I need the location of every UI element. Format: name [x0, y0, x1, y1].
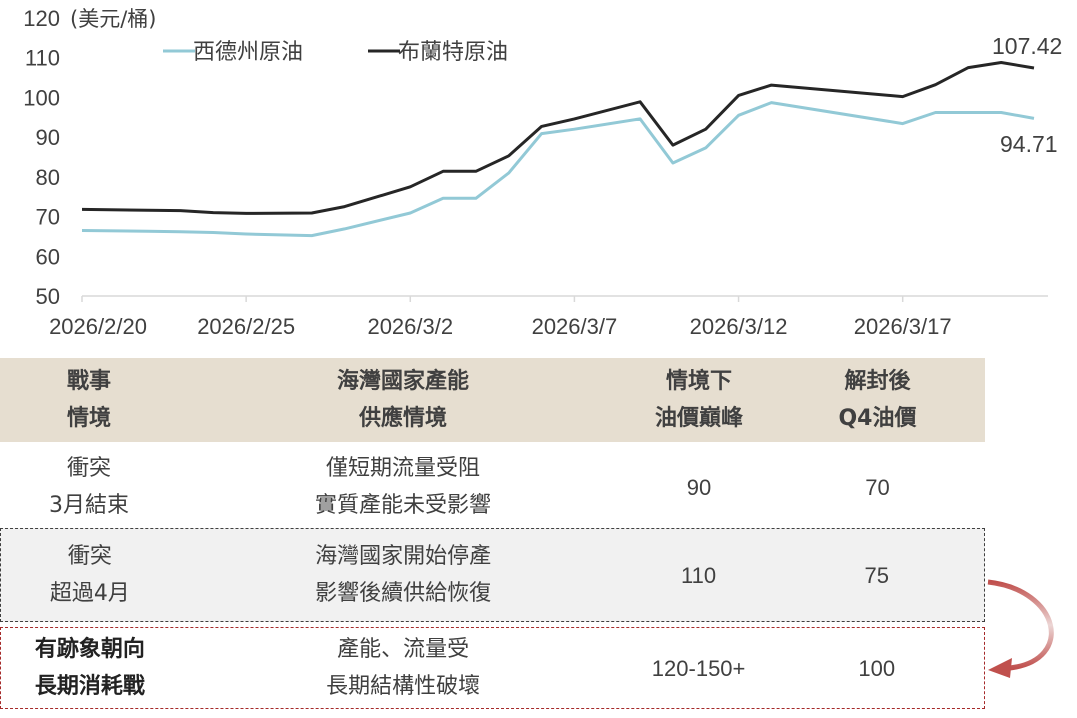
table-row: 衝突 超過4月 海灣國家開始停產 影響後續供給恢復 110 75: [0, 528, 985, 622]
supply-cell: 產能、流量受 長期結構性破壞: [326, 637, 481, 699]
x-axis: 2026/2/20 2026/2/25 2026/3/2 2026/3/7 2026/3…: [49, 296, 952, 339]
x-tick-label: 2026/3/7: [532, 314, 618, 339]
legend-label-wti: 西德州原油: [193, 40, 303, 65]
header-peak-price: 情境下 油價巔峰: [654, 369, 743, 431]
legend: 西德州原油 布蘭特原油: [163, 40, 508, 65]
q4-price-cell: 70: [865, 474, 890, 500]
scenario-cell: 衝突 3月結束: [49, 456, 129, 518]
q4-price-cell: 75: [864, 562, 889, 588]
y-tick-label: 60: [36, 244, 60, 269]
series-line-wti: [81, 101, 1035, 238]
table-row: 有跡象朝向 長期消耗戰 產能、流量受 長期結構性破壞 120-150+ 100: [0, 627, 985, 709]
header-gulf-capacity: 海灣國家產能 供應情境: [336, 369, 469, 431]
series-line-brent: [81, 61, 1035, 215]
q4-price-cell: 100: [858, 655, 896, 681]
peak-price-cell: 90: [686, 474, 712, 500]
header-war-scenario: 戰事 情境: [66, 369, 111, 431]
peak-price-cell: 120-150+: [651, 655, 746, 681]
x-tick-label: 2026/3/17: [854, 314, 952, 339]
escalation-arrow-icon: [987, 579, 1054, 678]
scenario-cell: 衝突 超過4月: [49, 544, 130, 606]
supply-cell: 海灣國家開始停產 影響後續供給恢復: [315, 544, 492, 606]
y-tick-label: 70: [36, 205, 60, 230]
x-tick-label: 2026/2/20: [49, 314, 147, 339]
x-tick-label: 2026/3/12: [690, 314, 788, 339]
legend-label-brent: 布蘭特原油: [398, 40, 508, 65]
y-axis: 50 60 70 80 90 100 110 120: [23, 6, 60, 309]
table-header-row: 戰事 情境 海灣國家產能 供應情境 情境下 油價巔峰 解封後 Q4油價: [0, 358, 985, 442]
y-tick-label: 120: [23, 6, 60, 31]
brent-end-value-label: 107.42: [992, 33, 1062, 59]
wti-end-value-label: 94.71: [1000, 131, 1058, 157]
y-tick-label: 50: [36, 284, 60, 309]
header-q4-price: 解封後 Q4油價: [838, 369, 917, 431]
y-axis-unit-label: (美元/桶): [70, 7, 156, 31]
peak-price-cell: 110: [681, 562, 717, 588]
scenario-cell: 有跡象朝向 長期消耗戰: [34, 637, 145, 699]
x-tick-label: 2026/3/2: [367, 314, 453, 339]
x-tick-label: 2026/2/25: [197, 314, 295, 339]
supply-cell: 僅短期流量受阻 實質產能未受影響: [314, 456, 491, 518]
y-tick-label: 110: [25, 46, 60, 71]
y-tick-label: 90: [36, 125, 60, 150]
y-tick-label: 80: [36, 165, 60, 190]
table-row: 衝突 3月結束 僅短期流量受阻 實質產能未受影響 90 70: [0, 446, 985, 528]
series-group: [81, 61, 1035, 238]
y-tick-label: 100: [23, 85, 60, 110]
